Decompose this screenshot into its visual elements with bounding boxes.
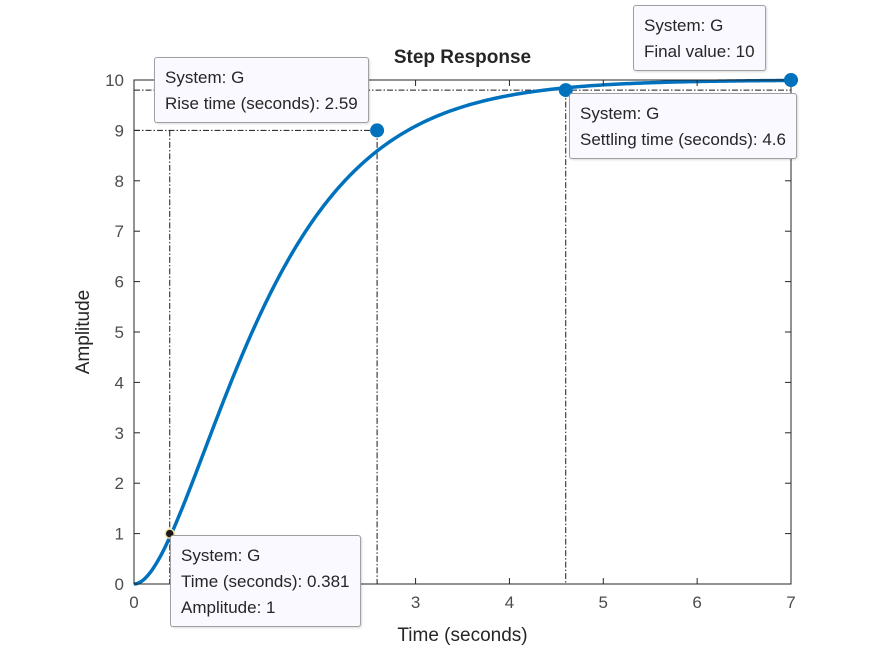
settling-marker xyxy=(558,83,573,98)
y-tick-label: 7 xyxy=(115,222,124,241)
datatip-system: System: G xyxy=(644,16,724,35)
datatip-system: System: G xyxy=(165,68,245,87)
datatip-final-value: Final value: 10 xyxy=(644,42,755,61)
y-tick-label: 2 xyxy=(115,474,124,493)
y-tick-label: 1 xyxy=(115,525,124,544)
point-datatip[interactable]: System: G Time (seconds): 0.381 Amplitud… xyxy=(170,535,361,627)
x-tick-label: 0 xyxy=(129,593,138,612)
y-tick-label: 5 xyxy=(115,323,124,342)
rise-end-marker xyxy=(370,123,385,138)
settling-time-datatip[interactable]: System: G Settling time (seconds): 4.6 xyxy=(569,93,797,159)
datatip-system: System: G xyxy=(181,546,261,565)
rise-time-datatip[interactable]: System: G Rise time (seconds): 2.59 xyxy=(154,57,369,123)
x-axis-label: Time (seconds) xyxy=(397,625,527,646)
x-tick-label: 5 xyxy=(599,593,608,612)
y-tick-label: 9 xyxy=(115,121,124,140)
y-tick-label: 6 xyxy=(115,273,124,292)
x-tick-label: 4 xyxy=(505,593,514,612)
datatip-time: Time (seconds): 0.381 xyxy=(181,572,350,591)
y-axis-label: Amplitude xyxy=(73,290,94,375)
final-marker xyxy=(784,73,798,87)
x-tick-label: 6 xyxy=(692,593,701,612)
chart-title: Step Response xyxy=(394,47,531,68)
datatip-system: System: G xyxy=(580,104,660,123)
x-tick-label: 3 xyxy=(411,593,420,612)
y-tick-label: 4 xyxy=(115,373,124,392)
y-tick-label: 10 xyxy=(105,71,124,90)
final-value-datatip[interactable]: System: G Final value: 10 xyxy=(633,5,766,71)
y-tick-label: 8 xyxy=(115,172,124,191)
datatip-settling-time: Settling time (seconds): 4.6 xyxy=(580,130,786,149)
datatip-rise-time: Rise time (seconds): 2.59 xyxy=(165,94,358,113)
step-response-curve xyxy=(133,78,792,586)
x-tick-label: 7 xyxy=(786,593,795,612)
y-tick-label: 0 xyxy=(115,575,124,594)
datatip-amplitude: Amplitude: 1 xyxy=(181,598,276,617)
y-tick-label: 3 xyxy=(115,424,124,443)
